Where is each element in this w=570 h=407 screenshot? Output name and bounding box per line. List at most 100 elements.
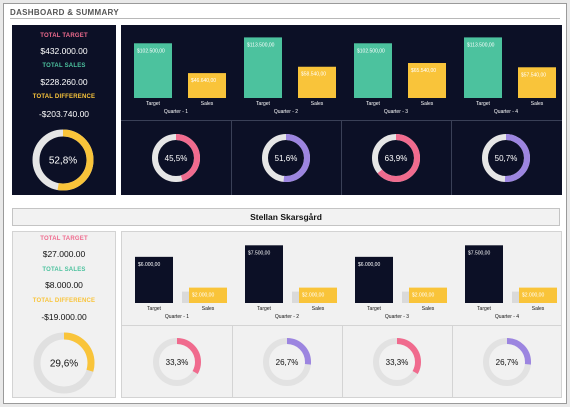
quarter-donut-label: 45,5% (165, 154, 188, 163)
sales-axis-label: Sales (422, 306, 435, 312)
person-total-target-label: TOTAL TARGET (40, 236, 88, 242)
quarter-donut-label: 63,9% (385, 154, 408, 163)
quarter-donut-label: 51,6% (275, 154, 298, 163)
person-bar-chart: $6.000,00 $2.000,00 Target Sales Quarter - 1… (135, 245, 557, 320)
sales-bar (299, 287, 337, 303)
sales-axis-label: Sales (531, 101, 544, 107)
summary-kpi-panel: TOTAL TARGET $432.000.00 TOTAL SALES $22… (12, 25, 116, 195)
sales-bar (298, 66, 336, 98)
sales-axis-label: Sales (421, 101, 434, 107)
quarter-donut-arc (373, 338, 421, 386)
target-axis-label: Target (257, 306, 272, 312)
sales-axis-label: Sales (202, 306, 215, 312)
person-total-sales-label: TOTAL SALES (42, 267, 86, 273)
target-bar (244, 37, 282, 98)
summary-overall-donut-arc (32, 129, 94, 191)
sales-value-label: $46.640,00 (191, 78, 216, 84)
summary-total-target-label: TOTAL TARGET (40, 33, 88, 39)
sales-value-label: $58.540,00 (301, 72, 326, 78)
sales-value-label: $2.000,00 (192, 293, 214, 299)
summary-col-divider (231, 120, 232, 195)
person-col-divider (452, 325, 453, 397)
sales-axis-label: Sales (532, 306, 545, 312)
summary-total-sales-label: TOTAL SALES (42, 63, 86, 69)
summary-total-difference-label: TOTAL DIFFERENCE (32, 94, 96, 100)
person-overall-donut: 29,6% (33, 332, 95, 394)
target-axis-label: Target (146, 101, 161, 107)
summary-col-divider (341, 120, 342, 195)
quarter-donut-arc (263, 338, 311, 386)
quarter-label: Quarter - 2 (275, 314, 299, 320)
person-total-difference-value: -$19.000.00 (41, 312, 87, 322)
quarter-donut-arc (483, 338, 531, 386)
target-value-label: $7.500,00 (468, 250, 490, 256)
sales-bar (409, 287, 447, 303)
quarter-donut-arc (152, 134, 200, 182)
target-axis-label: Target (256, 101, 271, 107)
person-col-divider (342, 325, 343, 397)
target-bar (354, 43, 392, 98)
quarter-label: Quarter - 2 (274, 109, 298, 115)
target-axis-label: Target (147, 306, 162, 312)
quarter-donut-arc (153, 338, 201, 386)
page-title: DASHBOARD & SUMMARY (10, 8, 119, 17)
sales-value-label: $2.000,00 (302, 293, 324, 299)
quarter-label: Quarter - 1 (164, 109, 188, 115)
quarter-label: Quarter - 1 (165, 314, 189, 320)
target-value-label: $7.500,00 (248, 250, 270, 256)
quarter-donut-label: 33,3% (386, 358, 409, 367)
person-col-divider (232, 325, 233, 397)
summary-chart-panel: $102.500,00 $46.640,00 Target Sales Quarter … (121, 25, 562, 195)
target-value-label: $113.500,00 (247, 42, 275, 48)
quarter-donut-arc (372, 134, 420, 182)
sales-value-label: $57.540,00 (521, 72, 546, 78)
quarter-donut-label: 26,7% (496, 358, 519, 367)
sales-axis-label: Sales (311, 101, 324, 107)
target-axis-label: Target (476, 101, 491, 107)
summary-quarter-donuts: 45,5% 51,6% 63,9% 50,7% (152, 134, 530, 182)
target-axis-label: Target (367, 306, 382, 312)
sales-bar (408, 63, 446, 98)
target-axis-label: Target (366, 101, 381, 107)
summary-total-target-value: $432.000.00 (40, 46, 88, 56)
target-axis-label: Target (477, 306, 492, 312)
person-total-difference-label: TOTAL DIFFERENCE (32, 298, 96, 304)
quarter-donut-arc (482, 134, 530, 182)
sales-axis-label: Sales (201, 101, 214, 107)
target-bar (245, 245, 283, 303)
person-overall-donut-arc (33, 332, 95, 394)
quarter-label: Quarter - 3 (385, 314, 409, 320)
sales-value-label: $65.540,00 (411, 68, 436, 74)
person-divider (122, 325, 561, 326)
person-chart-panel: $6.000,00 $2.000,00 Target Sales Quarter - 1… (121, 231, 562, 398)
target-bar (135, 256, 173, 303)
quarter-label: Quarter - 4 (495, 314, 519, 320)
quarter-label: Quarter - 3 (384, 109, 408, 115)
title-underline (10, 18, 560, 19)
target-value-label: $6.000,00 (138, 262, 160, 268)
quarter-donut-arc (262, 134, 310, 182)
target-bar (355, 256, 393, 303)
sales-axis-label: Sales (312, 306, 325, 312)
target-bar (465, 245, 503, 303)
summary-bar-chart: $102.500,00 $46.640,00 Target Sales Quarter … (134, 37, 556, 115)
dashboard-frame: DASHBOARD & SUMMARY TOTAL TARGET $432.00… (3, 3, 567, 404)
quarter-donut-label: 50,7% (495, 154, 518, 163)
target-value-label: $6.000,00 (358, 262, 380, 268)
summary-overall-donut: 52,8% (32, 129, 94, 191)
sales-value-label: $2.000,00 (522, 293, 544, 299)
sales-bar (189, 287, 227, 303)
target-bar (134, 43, 172, 98)
quarter-label: Quarter - 4 (494, 109, 518, 115)
target-value-label: $113.500,00 (467, 42, 495, 48)
quarter-donut-label: 33,3% (166, 358, 189, 367)
person-quarter-donuts: 33,3% 26,7% 33,3% 26,7% (153, 338, 531, 386)
summary-total-difference-value: -$203.740.00 (38, 109, 90, 119)
summary-col-divider (451, 120, 452, 195)
sales-bar (518, 67, 556, 98)
person-name-banner: Stellan Skarsgård (12, 208, 560, 226)
summary-total-sales-value: $228.260.00 (40, 77, 88, 87)
person-kpi-panel: TOTAL TARGET $27.000.00 TOTAL SALES $8.0… (12, 231, 116, 398)
sales-bar (519, 287, 557, 303)
quarter-donut-label: 26,7% (276, 358, 299, 367)
